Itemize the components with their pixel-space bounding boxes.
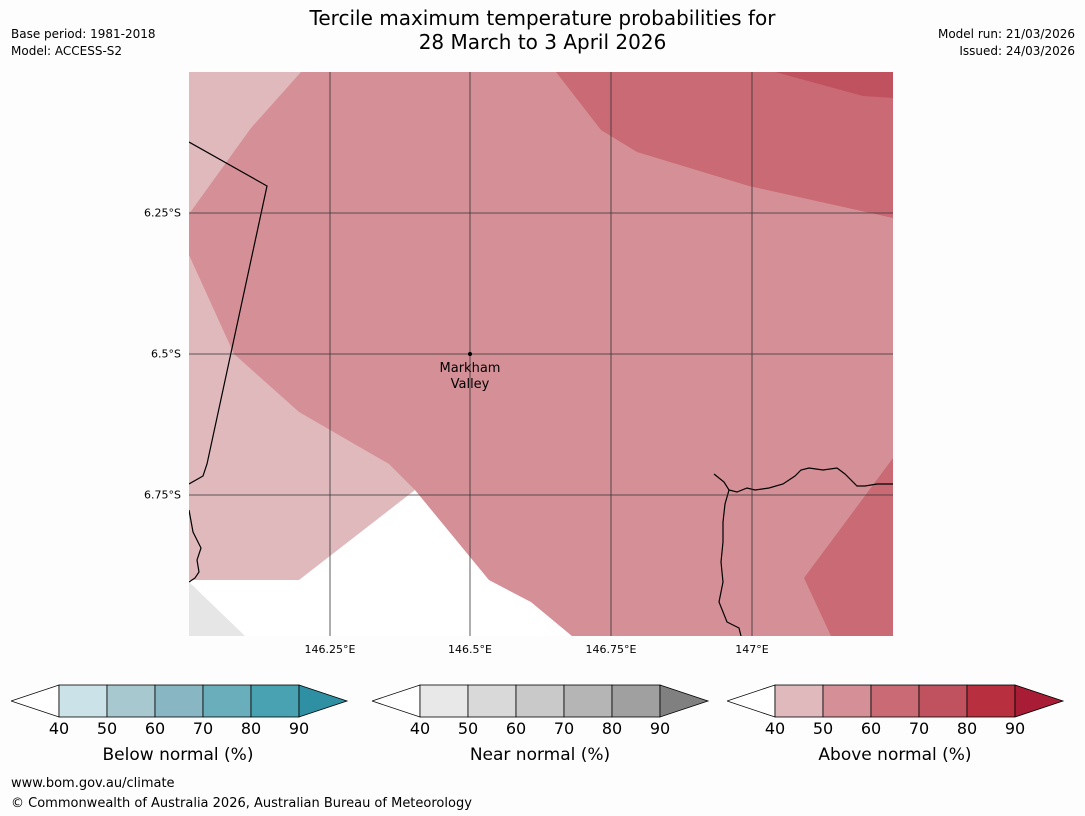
legend-below-normal [11,684,349,720]
colorbar-tick-label: 40 [764,719,786,738]
model-name: Model: ACCESS-S2 [11,44,123,58]
colorbar-tick-label: 40 [48,719,70,738]
region-above-60-70-top [556,72,893,218]
longitude-label: 146.75°E [585,643,637,656]
colorbar-segment [250,684,300,718]
legend-above-normal-label: Above normal (%) [818,745,972,765]
place-marker [468,352,472,356]
footer-url: www.bom.gov.au/climate [11,776,175,791]
colorbar-tick-label: 60 [860,719,882,738]
colorbar-segment [467,684,517,718]
legend-near-normal [372,684,710,720]
footer-copyright: © Commonwealth of Australia 2026, Austra… [11,796,472,811]
colorbar-min-arrow [11,684,60,718]
longitude-label: 146.5°E [448,643,492,656]
colorbar-max-arrow [298,684,349,718]
region-near-normal-40-50 [189,582,245,636]
colorbar-segment [202,684,252,718]
colorbar-tick-label: 50 [457,719,479,738]
place-label-line-1: Markham [440,361,501,376]
colorbar-tick-label: 60 [144,719,166,738]
colorbar-tick-label: 70 [908,719,930,738]
coastline-west [189,141,268,485]
region-above-70-80 [775,72,893,98]
latitude-label: 6.75°S [144,488,181,502]
colorbar-tick-label: 90 [1004,719,1026,738]
colorbar-tick-label: 80 [601,719,623,738]
legend-near-normal-label: Near normal (%) [469,745,611,765]
colorbar-tick-label: 90 [649,719,671,738]
colorbar-min-arrow [727,684,776,718]
chart-title: Tercile maximum temperature probabilitie… [0,6,1085,54]
colorbar-tick-label: 70 [192,719,214,738]
title-line-2: 28 March to 3 April 2026 [418,30,667,54]
colorbar-segment [563,684,613,718]
colorbar-max-arrow [659,684,710,718]
colorbar-segment [774,684,824,718]
colorbar-segment [966,684,1016,718]
colorbar-segment [515,684,565,718]
colorbar [372,684,710,718]
run-info: Model run: 21/03/2026 Issued: 24/03/2026 [938,26,1075,60]
legend-above-normal [727,684,1065,720]
longitude-label: 147°E [735,643,769,656]
latitude-label: 6.25°S [144,206,181,220]
river-markham [718,489,742,636]
longitude-label: 146.25°E [304,643,356,656]
colorbar-segment [611,684,661,718]
place-label-line-2: Valley [451,377,490,392]
colorbar-segment [58,684,108,718]
colorbar [727,684,1065,718]
colorbar-segment [419,684,469,718]
coastline-southwest [189,509,202,583]
colorbar-segment [106,684,156,718]
colorbar-tick-label: 40 [409,719,431,738]
model-run-date: Model run: 21/03/2026 [937,27,1075,41]
colorbar [11,684,349,718]
colorbar-tick-label: 60 [505,719,527,738]
colorbar-tick-label: 80 [956,719,978,738]
colorbar-min-arrow [372,684,421,718]
colorbar-tick-label: 90 [288,719,310,738]
title-line-1: Tercile maximum temperature probabilitie… [309,6,776,30]
model-info: Base period: 1981-2018 Model: ACCESS-S2 [11,26,156,60]
region-above-60-70-bottom [804,458,893,636]
latitude-label: 6.5°S [151,347,181,361]
colorbar-tick-label: 50 [812,719,834,738]
colorbar-tick-label: 80 [240,719,262,738]
coastline-east [713,467,893,493]
colorbar-segment [822,684,872,718]
colorbar-segment [154,684,204,718]
colorbar-tick-label: 70 [553,719,575,738]
legend-below-normal-label: Below normal (%) [102,745,254,765]
colorbar-max-arrow [1014,684,1065,718]
colorbar-segment [918,684,968,718]
issued-date: Issued: 24/03/2026 [959,44,1075,58]
base-period: Base period: 1981-2018 [11,27,156,41]
colorbar-segment [870,684,920,718]
probability-map: Markham Valley [189,72,893,636]
colorbar-tick-label: 50 [96,719,118,738]
